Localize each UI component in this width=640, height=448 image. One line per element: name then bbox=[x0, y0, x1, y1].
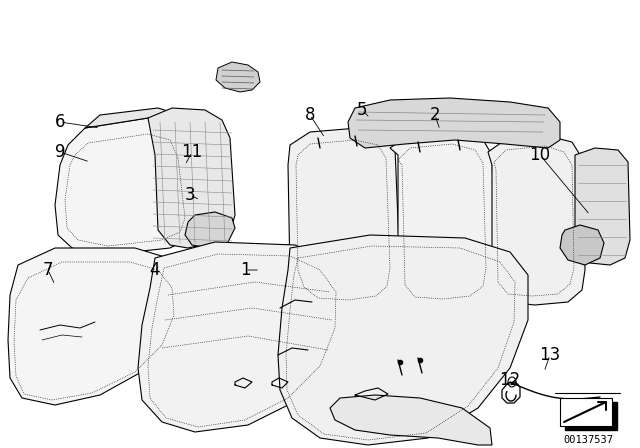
Text: 10: 10 bbox=[529, 146, 550, 164]
Text: 2: 2 bbox=[429, 106, 440, 124]
Polygon shape bbox=[488, 136, 585, 305]
Polygon shape bbox=[560, 225, 604, 265]
Polygon shape bbox=[330, 395, 492, 445]
Polygon shape bbox=[278, 235, 528, 445]
Bar bbox=[560, 398, 612, 426]
Polygon shape bbox=[85, 108, 195, 143]
Polygon shape bbox=[288, 128, 400, 310]
Text: 8: 8 bbox=[305, 106, 316, 124]
Text: 1: 1 bbox=[240, 261, 250, 279]
Text: 5: 5 bbox=[356, 101, 367, 119]
Polygon shape bbox=[55, 118, 195, 255]
Polygon shape bbox=[8, 248, 188, 405]
Text: 11: 11 bbox=[181, 143, 203, 161]
Polygon shape bbox=[138, 242, 348, 432]
Polygon shape bbox=[575, 148, 630, 265]
Polygon shape bbox=[348, 98, 560, 148]
Bar bbox=[565, 402, 617, 430]
Polygon shape bbox=[216, 62, 260, 92]
Text: 7: 7 bbox=[43, 261, 53, 279]
Text: 9: 9 bbox=[55, 143, 65, 161]
Text: 12: 12 bbox=[499, 371, 520, 389]
Text: 4: 4 bbox=[150, 261, 160, 279]
Text: 00137537: 00137537 bbox=[563, 435, 613, 445]
Text: 13: 13 bbox=[540, 346, 561, 364]
Polygon shape bbox=[148, 108, 235, 248]
Polygon shape bbox=[502, 382, 520, 403]
Text: 6: 6 bbox=[55, 113, 65, 131]
Polygon shape bbox=[185, 212, 235, 248]
Text: 3: 3 bbox=[185, 186, 195, 204]
Polygon shape bbox=[390, 132, 495, 308]
